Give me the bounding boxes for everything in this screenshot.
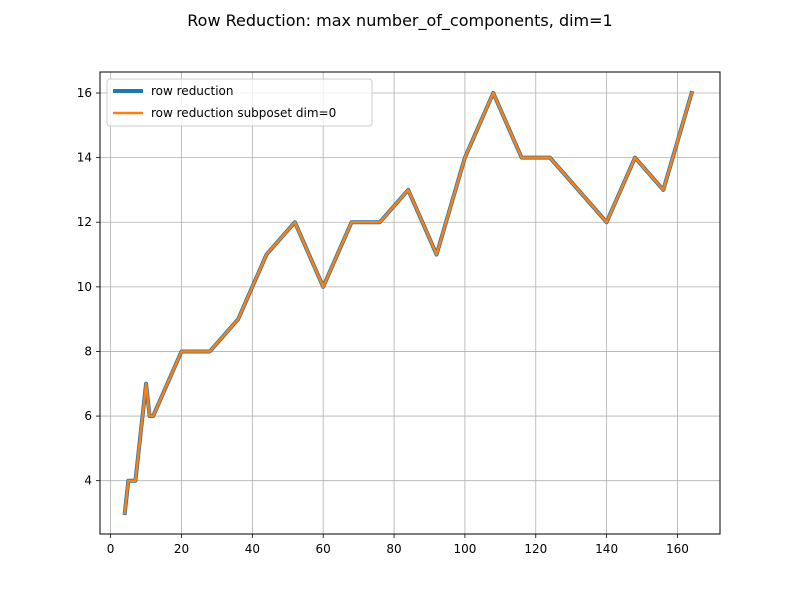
legend: row reduction row reduction subposet dim… (106, 78, 373, 127)
legend-box (106, 78, 373, 127)
y-tick-label: 14 (77, 151, 92, 165)
x-tick-label: 20 (174, 542, 189, 556)
x-tick-label: 140 (595, 542, 618, 556)
x-tick-label: 0 (107, 542, 115, 556)
legend-label-row-reduction-subposet: row reduction subposet dim=0 (151, 106, 336, 120)
y-tick-label: 4 (84, 474, 92, 488)
y-tick-label: 12 (77, 215, 92, 229)
y-tick-label: 6 (84, 409, 92, 423)
x-tick-label: 160 (666, 542, 689, 556)
series-layer (122, 90, 695, 516)
grid (100, 72, 720, 534)
x-tick-label: 80 (386, 542, 401, 556)
legend-label-row-reduction: row reduction (151, 84, 234, 98)
x-tick-label: 60 (316, 542, 331, 556)
chart-title: Row Reduction: max number_of_components,… (187, 11, 612, 31)
y-tick-label: 10 (77, 280, 92, 294)
x-tick-label: 100 (453, 542, 476, 556)
x-tick-label: 120 (524, 542, 547, 556)
series-line-1 (123, 91, 694, 515)
ticks: 0 20 40 60 80 100 120 140 160 4 6 8 10 12 14 16 (77, 86, 689, 556)
y-tick-label: 16 (77, 86, 92, 100)
axes-frame (99, 71, 721, 535)
y-tick-label: 8 (84, 344, 92, 358)
x-tick-label: 40 (245, 542, 260, 556)
